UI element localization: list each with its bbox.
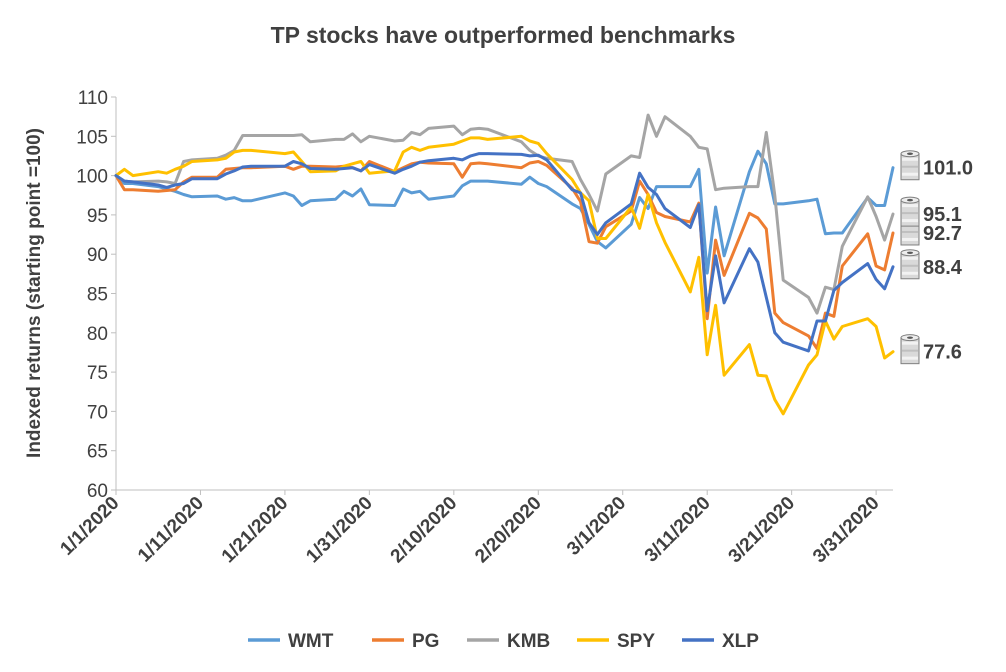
y-tick-label: 100 xyxy=(76,167,108,188)
x-tick-label: 1/11/2020 xyxy=(134,493,208,567)
x-tick-label: 1/31/2020 xyxy=(302,493,377,568)
series-line-spy xyxy=(114,134,895,416)
legend-label-wmt: WMT xyxy=(288,631,334,652)
y-tick-label: 110 xyxy=(78,88,108,109)
series-line-pg xyxy=(114,160,895,350)
axes: 60 65 70 75 80 85 90 95 100 105 110 1/1/2020 1/11/20… xyxy=(56,88,893,567)
y-tick-label: 80 xyxy=(87,324,108,345)
y-tick-label: 60 xyxy=(87,481,108,502)
series-lines xyxy=(114,113,895,416)
y-tick-label: 75 xyxy=(87,363,108,384)
legend: WMT PG KMB SPY XLP xyxy=(248,631,759,652)
chart-title: TP stocks have outperformed benchmarks xyxy=(271,22,736,48)
x-tick-label: 2/10/2020 xyxy=(387,493,462,568)
legend-label-pg: PG xyxy=(412,631,439,652)
end-labels: 101.0 92.795.1 77.6 88.4 xyxy=(900,150,973,365)
y-tick-label: 95 xyxy=(87,206,108,227)
legend-label-xlp: XLP xyxy=(722,631,759,652)
y-axis-label: Indexed returns (starting point =100) xyxy=(24,128,45,458)
legend-label-spy: SPY xyxy=(617,631,655,652)
toilet-roll-icon xyxy=(900,150,920,181)
y-tick-label: 105 xyxy=(76,127,108,148)
y-tick-label: 70 xyxy=(87,402,108,423)
toilet-roll-icon xyxy=(900,334,920,365)
legend-label-kmb: KMB xyxy=(507,631,550,652)
toilet-roll-icon xyxy=(900,196,920,227)
x-tick-label: 3/31/2020 xyxy=(809,493,884,568)
x-tick-label: 3/1/2020 xyxy=(563,493,630,560)
end-value-label-pg: 92.7 xyxy=(923,223,962,245)
x-tick-label: 1/1/2020 xyxy=(56,493,123,560)
toilet-roll-icon xyxy=(900,249,920,280)
x-tick-label: 3/11/2020 xyxy=(641,493,715,567)
y-tick-label: 90 xyxy=(87,245,108,266)
end-value-label-spy: 77.6 xyxy=(923,342,962,364)
series-line-xlp xyxy=(114,152,895,353)
end-value-label-xlp: 88.4 xyxy=(923,257,963,279)
x-tick-label: 1/21/2020 xyxy=(218,493,293,568)
end-value-label-wmt: 101.0 xyxy=(923,158,973,180)
y-tick-label: 65 xyxy=(87,442,108,463)
x-tick-label: 3/21/2020 xyxy=(725,493,800,568)
series-line-wmt xyxy=(114,149,895,275)
y-tick-label: 85 xyxy=(87,285,108,306)
x-tick-label: 2/20/2020 xyxy=(471,493,546,568)
end-value-label-kmb: 95.1 xyxy=(923,204,962,226)
series-line-kmb xyxy=(114,113,895,315)
